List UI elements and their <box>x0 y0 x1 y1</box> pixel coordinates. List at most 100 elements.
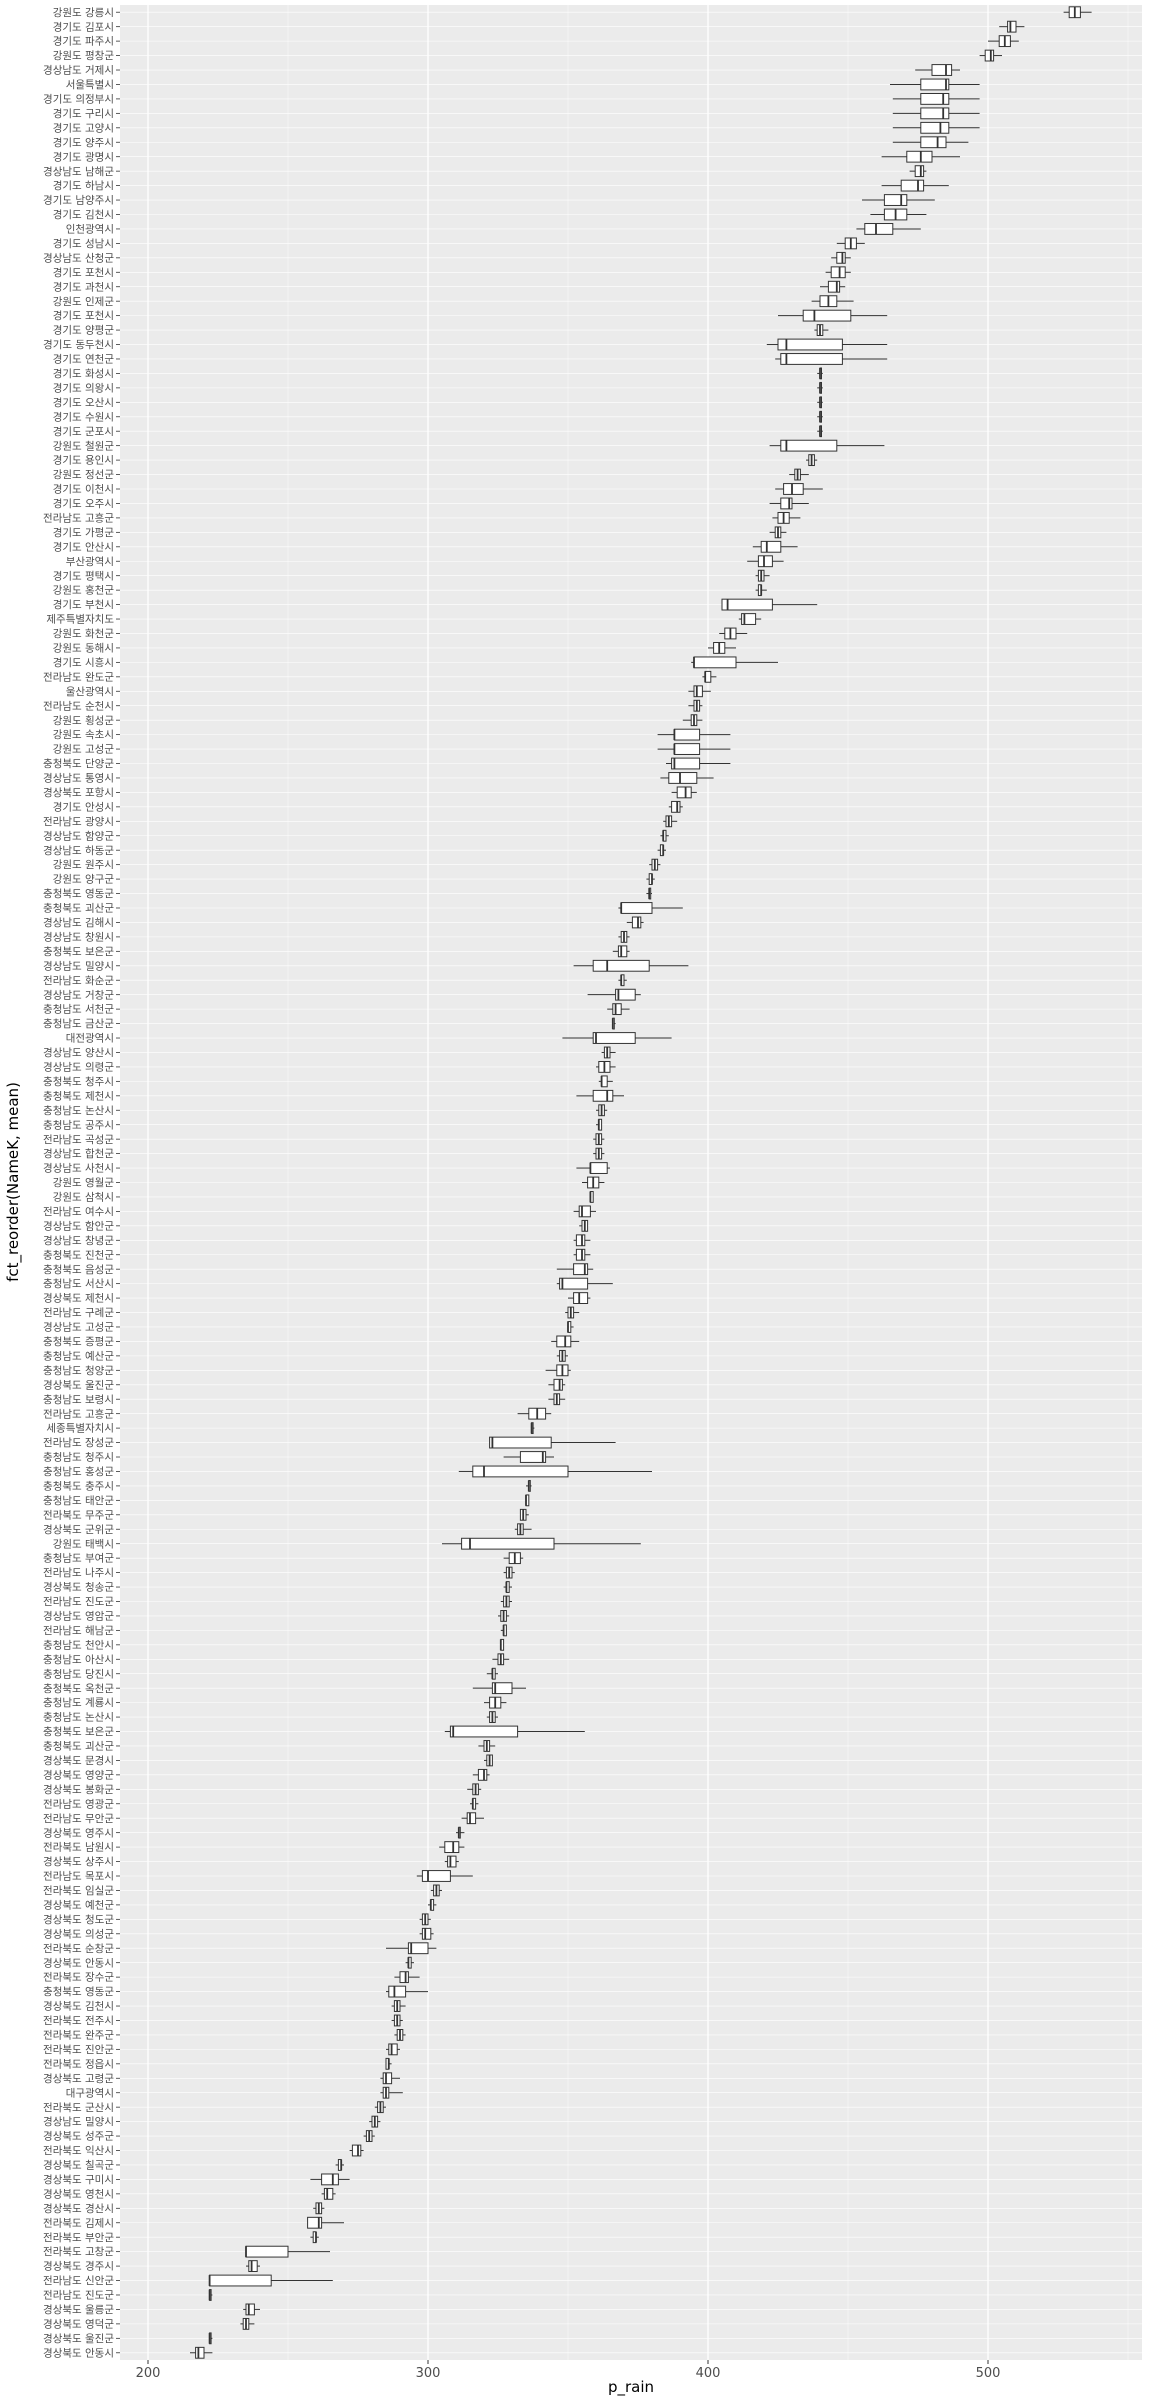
y-tick-label: 경기도 연천군 <box>53 353 115 366</box>
y-tick-label: 전라남도 장성군 <box>43 1437 114 1449</box>
box-124 <box>470 1797 479 1810</box>
box-116 <box>472 1682 526 1695</box>
y-tick-label: 전라북도 순창군 <box>43 1943 114 1955</box>
box-23 <box>766 338 888 351</box>
box-body <box>444 1841 460 1854</box>
y-tick-label: 충청북도 청주시 <box>43 1076 114 1088</box>
box-24 <box>775 353 888 365</box>
y-tick-label: 대구광역시 <box>66 2087 114 2099</box>
y-tick-label: 경상북도 고령군 <box>43 2072 114 2085</box>
box-body <box>592 1089 614 1102</box>
box-4 <box>915 64 960 76</box>
y-tick-label: 경기도 과천시 <box>53 280 114 293</box>
box-97 <box>517 1407 552 1420</box>
box-154 <box>310 2231 319 2244</box>
box-15 <box>856 223 921 235</box>
box-146 <box>369 2115 381 2128</box>
y-tick-label: 경상남도 거제시 <box>43 64 114 77</box>
box-16 <box>836 237 865 250</box>
box-body <box>575 1248 586 1261</box>
box-body <box>693 685 703 698</box>
box-48 <box>688 699 703 712</box>
box-body <box>559 1277 589 1290</box>
box-9 <box>892 136 969 149</box>
y-tick-label: 경상북도 영덕군 <box>43 2317 114 2330</box>
box-60 <box>646 873 655 886</box>
box-127 <box>439 1841 465 1854</box>
y-tick-label: 부산광역시 <box>66 556 114 568</box>
box-141 <box>386 2043 400 2056</box>
y-tick-label: 충청남도 계룡시 <box>43 1697 114 1709</box>
box-body <box>920 136 947 149</box>
box-body <box>573 1292 589 1305</box>
y-tick-label: 경기도 안성시 <box>53 800 114 813</box>
box-body <box>668 772 698 784</box>
box-body <box>617 945 628 958</box>
box-body <box>477 1768 488 1781</box>
box-64 <box>618 930 630 943</box>
y-tick-label: 강원도 인제군 <box>53 296 115 308</box>
box-65 <box>612 945 630 958</box>
y-tick-label: 경기도 가평군 <box>53 526 115 539</box>
y-tick-label: 충청남도 서산시 <box>43 1278 114 1290</box>
y-tick-label: 전라북도 김제시 <box>43 2217 114 2229</box>
box-144 <box>380 2086 403 2099</box>
box-31 <box>806 454 818 467</box>
y-tick-label: 경상북도 구미시 <box>43 2173 114 2186</box>
box-body <box>864 223 894 235</box>
y-tick-label: 경상남도 합천군 <box>43 1147 114 1160</box>
box-59 <box>649 858 661 871</box>
box-body <box>631 916 642 929</box>
box-160 <box>240 2317 255 2330</box>
y-tick-label: 경상북도 청송군 <box>43 1581 114 1594</box>
box-79 <box>593 1147 605 1160</box>
y-tick-label: 경상남도 함양군 <box>43 829 114 842</box>
y-tick-label: 충청남도 예산군 <box>43 1349 114 1362</box>
box-132 <box>419 1913 431 1926</box>
box-123 <box>467 1783 482 1796</box>
y-tick-label: 강원도 동해시 <box>53 642 114 655</box>
box-32 <box>789 468 809 481</box>
y-tick-label: 경상북도 울진군 <box>43 2332 114 2345</box>
box-107 <box>503 1552 524 1565</box>
box-18 <box>825 266 851 279</box>
y-tick-label: 경상북도 포항시 <box>43 786 114 799</box>
box-158 <box>208 2289 213 2301</box>
y-tick-label: 강원도 횡성군 <box>53 714 115 727</box>
y-tick-label: 충청남도 금산군 <box>43 1018 114 1030</box>
box-body <box>673 743 701 755</box>
box-69 <box>607 1003 630 1016</box>
box-body <box>589 1162 608 1174</box>
x-axis-ticks: 200 300 400 500 <box>136 2360 1000 2381</box>
y-tick-label: 전라남도 무안군 <box>43 1813 114 1825</box>
box-110 <box>500 1595 512 1608</box>
box-140 <box>394 2029 406 2041</box>
box-71 <box>562 1032 672 1044</box>
box-148 <box>349 2144 364 2157</box>
y-tick-label: 충청북도 옥천군 <box>43 1683 114 1695</box>
y-tick-label: 전라남도 목포시 <box>43 1871 114 1883</box>
y-tick-label: 전라북도 전주시 <box>43 2015 114 2027</box>
y-tick-label: 강원도 철원군 <box>53 440 115 452</box>
box-95 <box>548 1378 566 1391</box>
box-51 <box>657 743 731 755</box>
y-tick-label: 전라북도 무주군 <box>43 1509 114 1521</box>
y-tick-label: 경상북도 영천시 <box>43 2187 114 2200</box>
box-126 <box>456 1826 465 1839</box>
y-tick-label: 경상남도 영암군 <box>43 1610 114 1623</box>
box-body <box>802 309 852 322</box>
y-tick-label: 전라남도 영광군 <box>43 1798 114 1810</box>
box-90 <box>565 1306 580 1319</box>
box-body <box>693 656 737 669</box>
box-44 <box>708 642 736 654</box>
box-body <box>472 1465 569 1478</box>
box-body <box>248 2260 258 2273</box>
box-85 <box>573 1234 591 1247</box>
y-tick-label: 전라북도 고창군 <box>43 2246 114 2258</box>
y-tick-label: 충청북도 제천시 <box>43 1090 114 1102</box>
y-tick-label: 충청남도 당진시 <box>43 1668 114 1680</box>
box-body <box>780 353 843 365</box>
y-tick-label: 전라북도 장수군 <box>43 1972 114 1984</box>
box-43 <box>719 627 748 640</box>
